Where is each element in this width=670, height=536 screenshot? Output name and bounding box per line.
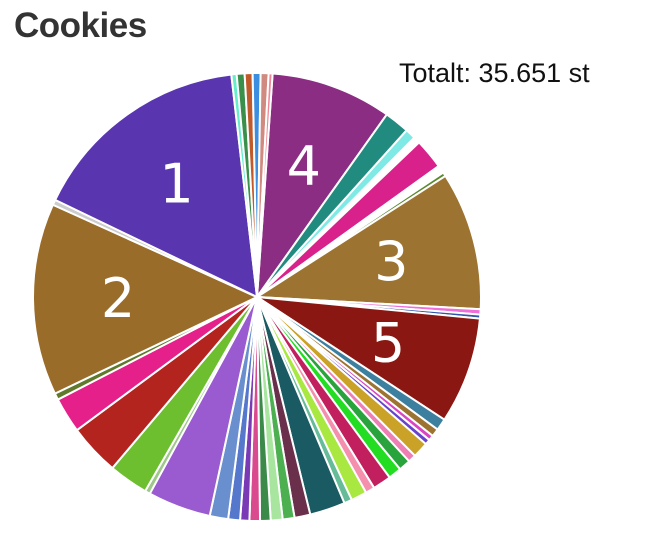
total-count-label: Totalt: 35.651 st xyxy=(399,58,590,88)
slice-label: 5 xyxy=(371,312,405,375)
pie-slice xyxy=(256,72,274,298)
pie-slice xyxy=(54,73,258,298)
pie-slice xyxy=(256,174,482,311)
slice-label: 1 xyxy=(159,152,193,215)
slice-label: 2 xyxy=(101,267,135,330)
pie-slice xyxy=(32,203,258,395)
pie-slice xyxy=(256,72,388,298)
slice-label: 3 xyxy=(374,230,408,293)
page-title: Cookies xyxy=(14,6,147,45)
slice-label: 4 xyxy=(287,135,321,198)
pie-slice xyxy=(256,296,481,421)
